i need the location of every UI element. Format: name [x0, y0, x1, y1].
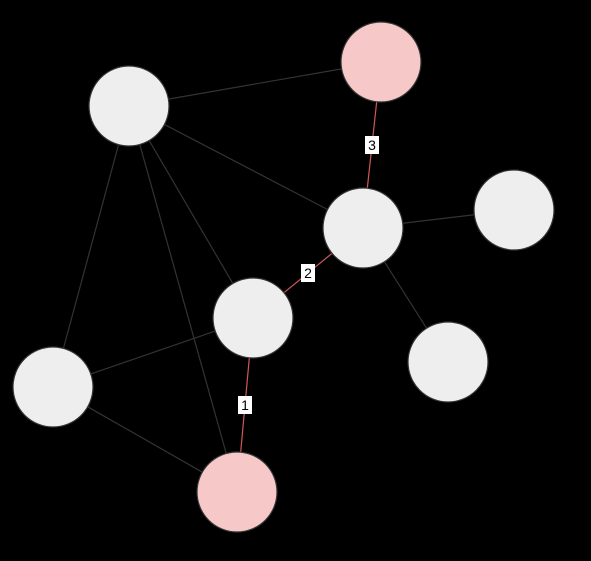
network-graph: 1 2 3	[0, 0, 591, 561]
graph-node	[323, 188, 403, 268]
graph-node	[474, 170, 554, 250]
graph-node-highlight	[197, 452, 277, 532]
edge-label: 2	[304, 265, 312, 281]
graph-node	[408, 322, 488, 402]
graph-node-highlight	[341, 22, 421, 102]
graph-background	[0, 0, 591, 561]
graph-node	[13, 347, 93, 427]
graph-node	[213, 278, 293, 358]
edge-label: 1	[241, 397, 249, 413]
graph-node	[89, 66, 169, 146]
edge-label: 3	[368, 137, 376, 153]
